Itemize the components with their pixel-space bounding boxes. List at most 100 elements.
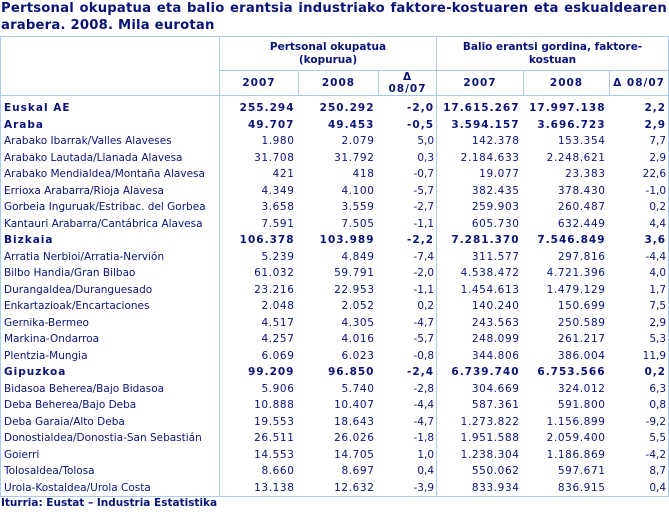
source-note: Iturria: Eustat – Industria Estatistika [1, 497, 218, 509]
cell-employment-2008: 4.016 [341, 333, 375, 345]
row-label: Euskal AE [0, 95, 220, 117]
row-label: Durangaldea/Duranguesado [0, 281, 220, 298]
cell-employment-2008: 26.026 [334, 432, 375, 444]
cell-employment-2007: 3.658 [261, 201, 295, 213]
cell-employment-2007: 5.906 [261, 382, 295, 395]
table-row: Gernika-Bermeo 4.517 4.305 -4,7 243.563 250.5… [0, 314, 669, 331]
cell-employment-delta: -4,7 [378, 314, 438, 331]
table-row-total: Araba 49.707 49.453 -0,5 3.594.157 3.696.723 2… [0, 116, 669, 133]
cell-employment-2007: 99.209 [247, 366, 295, 378]
cell-employment-delta: -2,0 [378, 95, 438, 117]
cell-value-added-2008: 7.546.849 [537, 234, 606, 246]
cell-value-added-delta: 5,5 [609, 430, 669, 447]
cell-value-added-2007: 382.435 [471, 184, 520, 197]
cell-value-added-2008: 378.430 [557, 184, 606, 197]
row-label: Gorbeia Inguruak/Estribac. del Gorbea [0, 199, 220, 216]
cell-value-added-delta: 5,3 [609, 331, 669, 348]
cell-value-added-delta: 2,9 [609, 149, 669, 166]
cell-employment-delta: 1,0 [378, 446, 438, 463]
cell-value-added-2007: 3.594.157 [451, 118, 520, 131]
cell-value-added-2007: 4.538.472 [460, 267, 520, 279]
cell-employment-2007: 19.553 [254, 415, 295, 428]
cell-employment-2008: 96.850 [327, 366, 375, 378]
cell-value-added-delta: 4,4 [609, 215, 669, 232]
table-row: Arabako Mendialdea/Montaña Alavesa 421 418… [0, 166, 669, 183]
header-2008-employment: 2008 [298, 70, 379, 96]
cell-employment-delta: -5,7 [378, 331, 438, 348]
cell-employment-2007: 14.553 [254, 448, 295, 461]
header-group-value-added-line1: Balio erantsi gordina, faktore-kostuan [462, 40, 643, 66]
cell-employment-2008: 18.643 [334, 415, 375, 428]
header-corner [0, 36, 220, 96]
cell-employment-2008: 8.697 [341, 465, 375, 477]
table-row: Markina-Ondarroa 4.257 4.016 -5,7 248.099 261… [0, 331, 669, 348]
row-label: Gernika-Bermeo [0, 314, 220, 331]
table-body: Euskal AE 255.294 250.292 -2,0 17.615.267 17.… [0, 95, 669, 497]
row-label: Kantauri Arabarra/Cantábrica Alavesa [0, 215, 220, 232]
table-row: Kantauri Arabarra/Cantábrica Alavesa 7.59… [0, 215, 669, 232]
table-row: Plentzia-Mungia 6.069 6.023 -0,8 344.806 386.… [0, 347, 669, 364]
cell-value-added-2008: 1.479.129 [546, 283, 606, 296]
table-row: Urola-Kostaldea/Urola Costa 13.138 12.632-… [0, 479, 669, 497]
cell-value-added-2007: 142.378 [471, 135, 520, 147]
cell-value-added-2008: 597.671 [557, 465, 606, 477]
cell-value-added-delta: 0,4 [609, 479, 669, 497]
cell-employment-2008: 4.849 [341, 250, 375, 263]
cell-employment-2007: 31.708 [254, 151, 295, 164]
cell-value-added-2007: 248.099 [471, 333, 520, 345]
table-row: Errioxa Arabarra/Rioja Alavesa 4.349 4.100… [0, 182, 669, 199]
row-label: Tolosaldea/Tolosa [0, 463, 220, 480]
cell-employment-delta: -5,7 [378, 182, 438, 199]
cell-value-added-2008: 4.721.396 [546, 267, 606, 279]
cell-value-added-2007: 259.903 [471, 201, 520, 213]
cell-employment-2007: 8.660 [261, 465, 295, 477]
cell-employment-delta: -2,8 [378, 380, 438, 397]
cell-value-added-delta: 2,9 [609, 314, 669, 331]
cell-employment-2007: 4.257 [261, 333, 295, 345]
cell-value-added-2007: 550.062 [471, 465, 520, 477]
cell-value-added-2007: 1.273.822 [460, 415, 520, 428]
cell-employment-delta: -2,7 [378, 199, 438, 216]
row-label: Markina-Ondarroa [0, 331, 220, 348]
cell-employment-2008: 6.023 [341, 349, 375, 362]
header-group-employment: Pertsonal okupatua (kopurua) [218, 36, 438, 71]
cell-value-added-2008: 17.997.138 [529, 102, 606, 114]
table-row-total: Euskal AE 255.294 250.292 -2,0 17.615.267 17.… [0, 95, 669, 117]
cell-value-added-delta: 8,7 [609, 463, 669, 480]
cell-employment-2008: 59.791 [334, 267, 375, 279]
cell-employment-2008: 10.407 [334, 399, 375, 411]
cell-employment-delta: 5,0 [378, 133, 438, 150]
cell-value-added-delta: -4,2 [609, 446, 669, 463]
header-delta-employment: Δ 08/07 [377, 70, 438, 96]
cell-value-added-2007: 304.669 [471, 382, 520, 395]
cell-value-added-2007: 19.077 [479, 168, 520, 180]
cell-value-added-2007: 311.577 [471, 250, 520, 263]
header-group-employment-line2: (kopurua) [298, 53, 358, 66]
cell-value-added-2007: 1.454.613 [460, 283, 520, 296]
cell-employment-2008: 12.632 [298, 479, 379, 497]
table-row: Bidasoa Beherea/Bajo Bidasoa 5.906 5.740 -2… [0, 380, 669, 397]
cell-employment-2008: 2.052 [341, 300, 375, 312]
cell-value-added-delta: 3,6 [609, 232, 669, 249]
cell-value-added-2008: 2.248.621 [546, 151, 606, 164]
cell-employment-2007: 61.032 [254, 267, 295, 279]
cell-value-added-2008: 3.696.723 [537, 118, 606, 131]
cell-employment-2008: 3.559 [341, 201, 375, 213]
table-row: Arabako Lautada/Llanada Alavesa 31.708 31.… [0, 149, 669, 166]
cell-value-added-2008: 23.383 [565, 168, 606, 180]
cell-employment-delta: -4,7 [378, 413, 438, 430]
cell-value-added-delta: -1,0 [609, 182, 669, 199]
cell-value-added-2008: 153.354 [557, 135, 606, 147]
sub-header-row: 2007 2008 Δ 08/07 2007 2008 Δ 08/07 [1, 70, 669, 96]
cell-employment-delta: -0,5 [378, 116, 438, 133]
cell-value-added-2007: 1.951.588 [460, 432, 520, 444]
title-line-1: Pertsonal okupatua eta balio erantsia in… [1, 1, 667, 16]
cell-employment-2008: 7.505 [341, 217, 375, 230]
cell-employment-2007: 4.349 [261, 184, 295, 197]
row-label: Araba [0, 116, 220, 133]
cell-employment-2008: 4.305 [341, 316, 375, 329]
cell-value-added-2008: 250.589 [557, 316, 606, 329]
cell-employment-delta: -2,4 [378, 364, 438, 381]
row-label: Arabako Lautada/Llanada Alavesa [0, 149, 220, 166]
cell-employment-2008: 31.792 [334, 151, 375, 164]
